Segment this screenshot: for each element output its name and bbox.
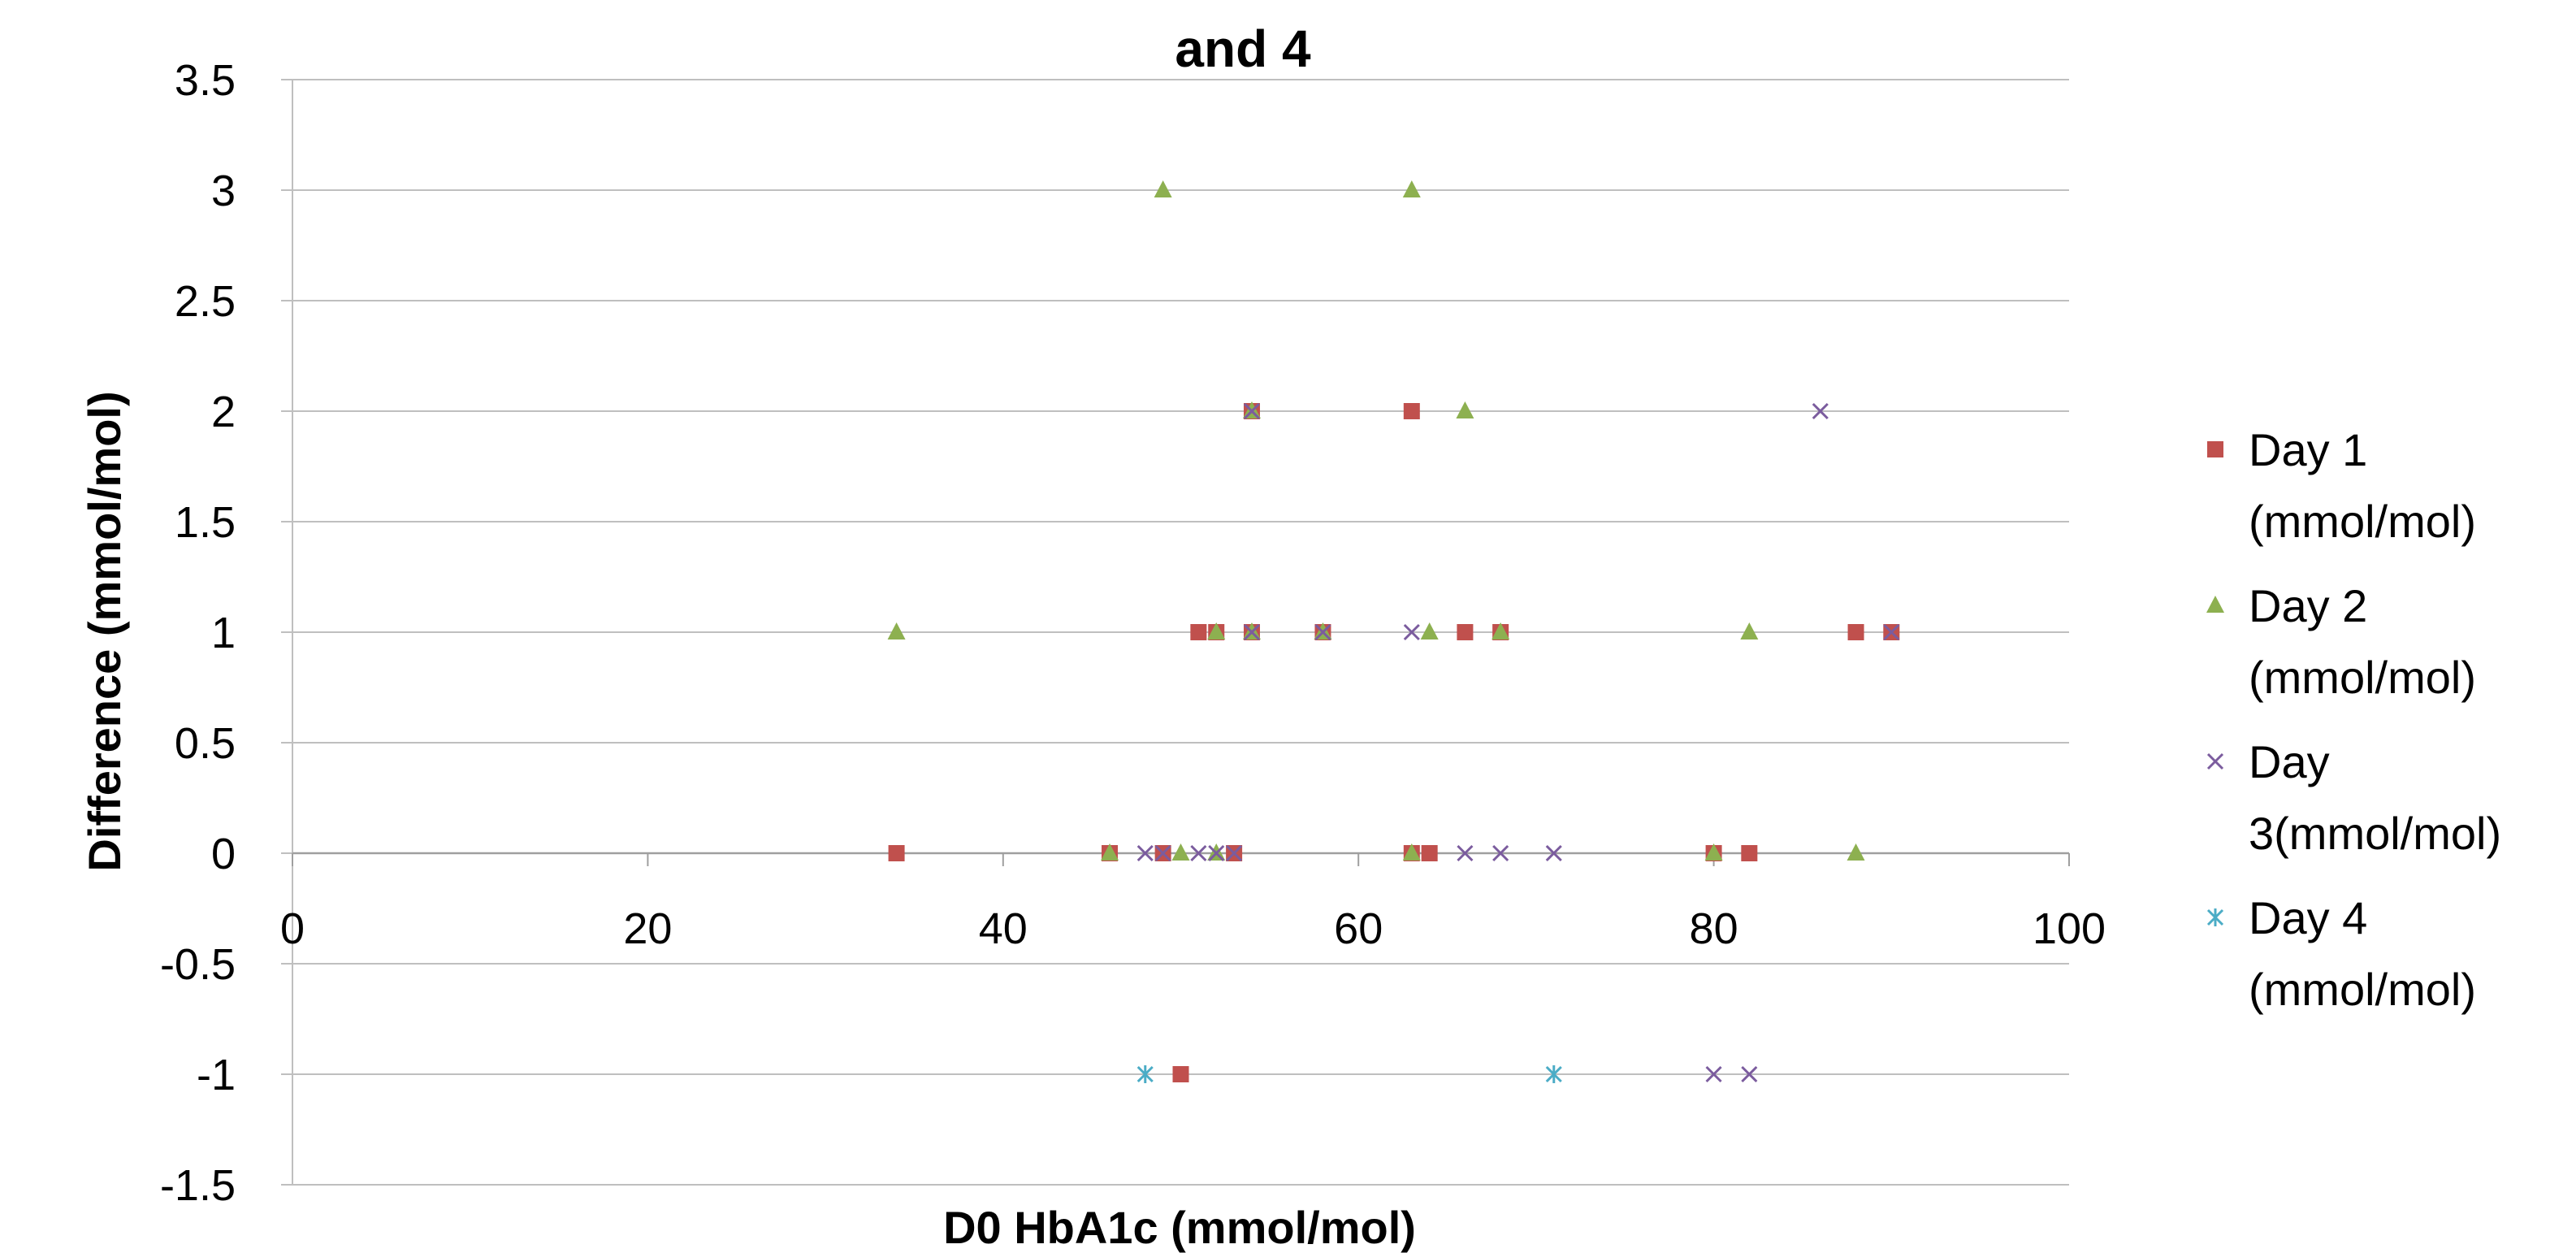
data-point-square — [1457, 624, 1474, 640]
data-point-square — [1741, 845, 1758, 861]
data-points — [887, 180, 1900, 1083]
legend-item-3: Day 3(mmol/mol) — [2206, 736, 2501, 859]
data-point-x — [1154, 844, 1171, 862]
data-point-triangle — [1740, 622, 1759, 640]
data-point-triangle — [1420, 622, 1439, 640]
data-point-x — [1208, 844, 1225, 862]
data-point-x — [1705, 1065, 1722, 1083]
data-point-triangle — [1207, 622, 1226, 640]
data-point-triangle — [1402, 180, 1421, 197]
x-tick-label: 100 — [2033, 904, 2106, 953]
y-tick-label: 0 — [211, 830, 236, 878]
legend-marker — [2206, 752, 2224, 770]
data-point-x — [1403, 623, 1420, 641]
y-tick-label: 2.5 — [175, 277, 236, 326]
x-tick-label: 80 — [1690, 904, 1738, 953]
y-tick-label: 1 — [211, 609, 236, 657]
y-axis-label: Difference (mmol/mol) — [79, 391, 130, 871]
legend-label: (mmol/mol) — [2249, 496, 2476, 547]
data-point-triangle — [1704, 843, 1723, 861]
y-tick-label: 0.5 — [175, 719, 236, 768]
legend-item-2: Day 2 (mmol/mol) — [2206, 580, 2476, 703]
y-tick-label: 3 — [211, 167, 236, 215]
data-point-x — [1314, 623, 1331, 641]
x-tick-label: 20 — [623, 904, 672, 953]
data-point-x — [1190, 844, 1207, 862]
y-tick-label: -0.5 — [160, 940, 236, 989]
legend: Day 1 (mmol/mol) Day 2 (mmol/mol) Day 3(mmol/… — [2206, 424, 2501, 1015]
legend-marker — [2206, 596, 2224, 613]
data-point-triangle — [1171, 843, 1190, 861]
x-tick-label: 0 — [280, 904, 305, 953]
data-point-square — [1847, 624, 1864, 640]
gridlines — [292, 79, 2069, 1186]
y-tick-label: -1 — [197, 1051, 236, 1099]
y-tick-labels: 3.5 3 2.5 2 1.5 1 0.5 0 -0.5 -1 -1.5 — [160, 56, 236, 1210]
legend-label: Day 1 — [2249, 424, 2367, 475]
series-2 — [887, 180, 1865, 861]
data-point-x — [1243, 402, 1261, 420]
data-point-triangle — [1491, 622, 1510, 640]
data-point-square — [888, 845, 905, 861]
data-point-square — [1421, 845, 1438, 861]
legend-item-1: Day 1 (mmol/mol) — [2207, 424, 2476, 547]
data-point-x — [1136, 844, 1154, 862]
legend-label: 3(mmol/mol) — [2249, 808, 2501, 859]
chart-title: and 4 — [1175, 20, 1311, 78]
data-point-triangle — [887, 622, 906, 640]
data-point-star — [1545, 1065, 1562, 1083]
data-point-triangle — [1846, 843, 1865, 861]
legend-label: Day 2 — [2249, 580, 2367, 631]
legend-marker — [2207, 441, 2223, 457]
data-point-square — [1190, 624, 1207, 640]
data-point-x — [1545, 844, 1562, 862]
legend-label: (mmol/mol) — [2249, 964, 2476, 1015]
y-tick-label: -1.5 — [160, 1161, 236, 1210]
x-tick-label: 60 — [1334, 904, 1383, 953]
legend-label: (mmol/mol) — [2249, 652, 2476, 703]
data-point-x — [1883, 623, 1900, 641]
y-tick-label: 1.5 — [175, 498, 236, 547]
data-point-square — [1403, 403, 1420, 419]
data-point-square — [1172, 1066, 1189, 1082]
legend-item-4: Day 4 (mmol/mol) — [2206, 892, 2476, 1015]
data-point-x — [1226, 844, 1243, 862]
data-point-triangle — [1456, 401, 1474, 418]
legend-label: Day — [2249, 736, 2330, 787]
data-point-triangle — [1101, 843, 1119, 861]
y-tick-label: 2 — [211, 388, 236, 436]
data-point-x — [1741, 1065, 1758, 1083]
data-point-triangle — [1402, 843, 1421, 861]
series-3 — [1136, 402, 1900, 1083]
data-point-star — [1136, 1065, 1154, 1083]
series-4 — [1136, 1065, 1562, 1083]
data-point-x — [1812, 402, 1829, 420]
data-point-x — [1492, 844, 1509, 862]
y-tick-label: 3.5 — [175, 56, 236, 105]
legend-marker — [2206, 908, 2224, 926]
legend-label: Day 4 — [2249, 892, 2367, 943]
x-axis-label: D0 HbA1c (mmol/mol) — [943, 1202, 1416, 1253]
data-point-x — [1243, 623, 1261, 641]
data-point-triangle — [1154, 180, 1172, 197]
data-point-x — [1457, 844, 1474, 862]
x-tick-labels: 0 20 40 60 80 100 — [280, 904, 2106, 953]
x-tick-label: 40 — [979, 904, 1028, 953]
